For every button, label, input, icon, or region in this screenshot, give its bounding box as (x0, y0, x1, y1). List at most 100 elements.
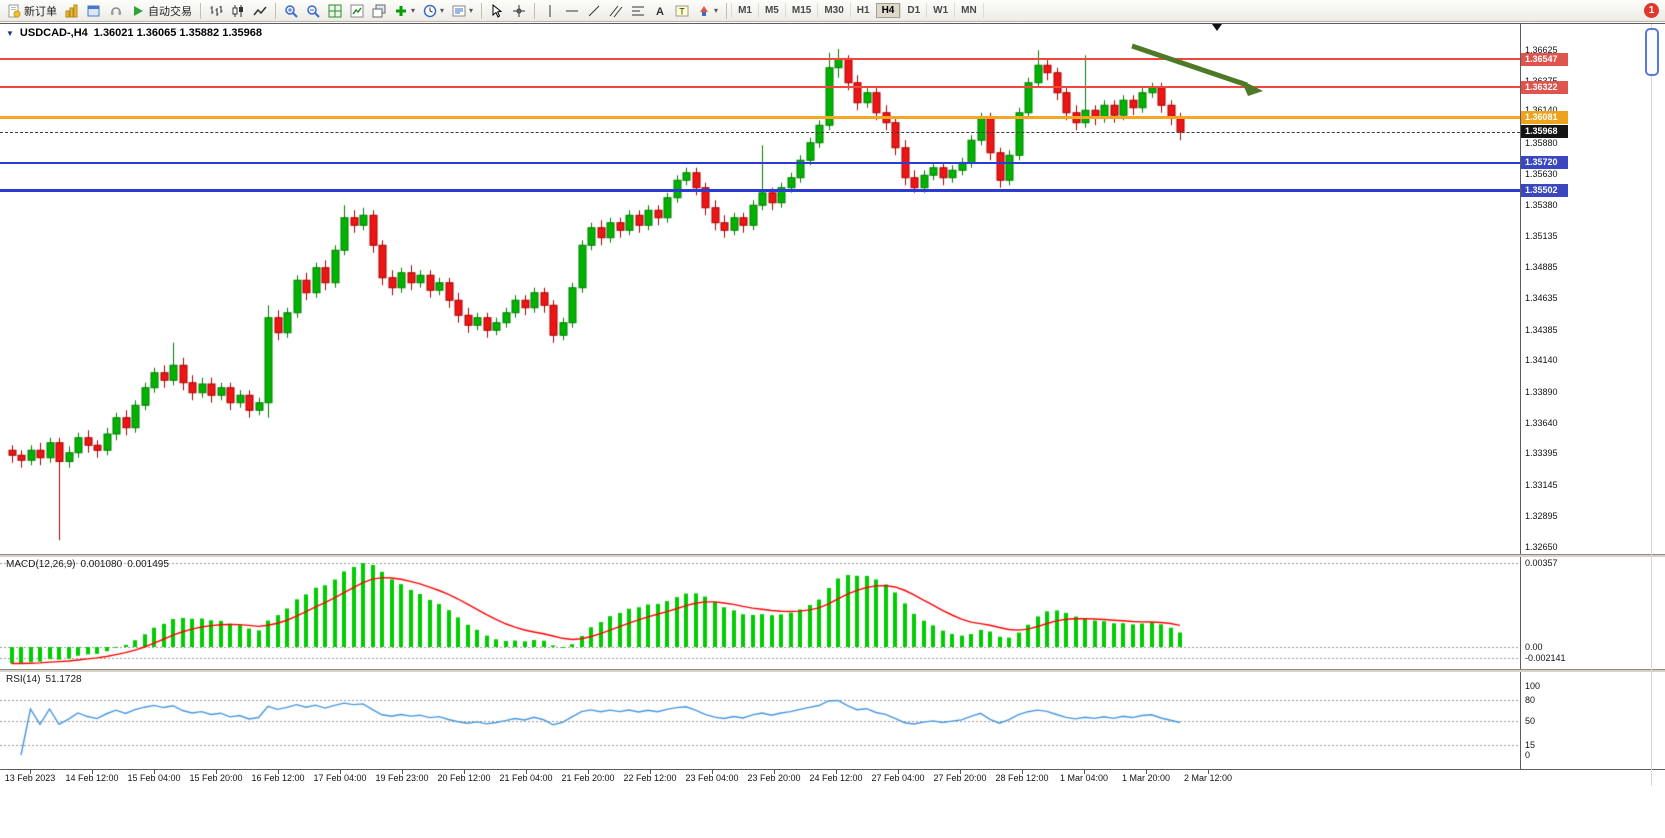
rsi-name: RSI(14) (6, 674, 41, 685)
fibonacci-button[interactable] (627, 0, 649, 21)
timeframe-h1[interactable]: H1 (849, 3, 876, 18)
add-indicator-icon (394, 4, 408, 18)
time-axis-label: 23 Feb 04:00 (685, 773, 739, 783)
macd-axis-label: -0.002141 (1525, 653, 1566, 663)
text-icon: A (653, 4, 667, 18)
macd-axis-label: 0.00357 (1525, 558, 1558, 568)
svg-text:T: T (679, 6, 685, 16)
rsi-axis-label: 80 (1525, 695, 1536, 705)
time-axis-tick (1084, 770, 1085, 774)
timeframe-w1[interactable]: W1 (926, 3, 954, 18)
toolbar-separator (275, 2, 276, 19)
cascade-button[interactable] (368, 0, 390, 21)
price-axis-label: 1.34635 (1525, 293, 1558, 303)
timeframe-mn[interactable]: MN (954, 3, 984, 18)
price-chart-canvas[interactable] (0, 24, 1520, 554)
horizontal-level-line-resistance[interactable] (0, 86, 1520, 88)
toolbar-separator (726, 2, 728, 19)
trendline-icon (587, 4, 601, 18)
time-axis-tick (402, 770, 403, 774)
bar-chart-button[interactable] (205, 0, 227, 21)
time-axis-tick (30, 770, 31, 774)
tile-windows-button[interactable] (324, 0, 346, 21)
time-axis-tick (898, 770, 899, 774)
toolbar-separator (200, 2, 201, 19)
cursor-button[interactable] (486, 0, 508, 21)
add-indicator-button[interactable]: ▾ (390, 0, 419, 21)
time-axis-tick (650, 770, 651, 774)
line-chart-button[interactable] (249, 0, 271, 21)
autotrading-button[interactable]: 自动交易 (127, 0, 196, 21)
new-order-button[interactable]: 新订单 (3, 0, 61, 21)
panel-divider-rsi[interactable] (0, 669, 1665, 672)
vertical-line-icon (543, 4, 557, 18)
time-axis-tick (92, 770, 93, 774)
horizontal-level-line-resistance[interactable] (0, 58, 1520, 60)
charts-button[interactable] (61, 0, 83, 21)
trendline-button[interactable] (583, 0, 605, 21)
chart-shift-marker[interactable] (1212, 24, 1222, 31)
vertical-line-button[interactable] (539, 0, 561, 21)
horizontal-level-line-pivot[interactable] (0, 116, 1520, 119)
vertical-scrollbar-thumb[interactable] (1645, 28, 1659, 76)
candlestick-button[interactable] (227, 0, 249, 21)
channel-button[interactable] (605, 0, 627, 21)
horizontal-level-line-support[interactable] (0, 189, 1520, 192)
price-axis-label: 1.35380 (1525, 200, 1558, 210)
notifications-badge[interactable]: 1 (1644, 3, 1659, 18)
price-axis-label: 1.36140 (1525, 105, 1558, 115)
timeframe-m15[interactable]: M15 (784, 3, 817, 18)
time-axis-label: 15 Feb 04:00 (127, 773, 181, 783)
zoom-in-button[interactable] (280, 0, 302, 21)
headset-button[interactable] (105, 0, 127, 21)
time-axis-label: 17 Feb 04:00 (313, 773, 367, 783)
macd-label: MACD(12,26,9) 0.001080 0.001495 (6, 559, 169, 570)
shapes-icon (697, 4, 711, 18)
time-axis-tick (464, 770, 465, 774)
template-button[interactable]: ▾ (448, 0, 477, 21)
macd-main-value: 0.001080 (80, 559, 123, 570)
rsi-canvas[interactable] (0, 672, 1520, 769)
time-axis-label: 2 Mar 12:00 (1183, 773, 1233, 783)
vertical-scrollbar-track[interactable] (1651, 24, 1652, 786)
cascade-icon (372, 4, 386, 18)
window-button[interactable] (83, 0, 105, 21)
indicators-button[interactable] (346, 0, 368, 21)
text-button[interactable]: A (649, 0, 671, 21)
autotrading-label: 自动交易 (148, 5, 192, 18)
price-axis-label: 1.32650 (1525, 542, 1558, 552)
shapes-button[interactable]: ▾ (693, 0, 722, 21)
timeframe-m1[interactable]: M1 (731, 3, 758, 18)
rsi-label: RSI(14) 51.1728 (6, 674, 82, 685)
time-axis-tick (960, 770, 961, 774)
price-axis-label: 1.34385 (1525, 325, 1558, 335)
price-axis-label: 1.32895 (1525, 511, 1558, 521)
timeframe-m5[interactable]: M5 (757, 3, 785, 18)
time-axis-label: 15 Feb 20:00 (189, 773, 243, 783)
trend-arrow[interactable] (1095, 36, 1280, 102)
horizontal-line-button[interactable] (561, 0, 583, 21)
timeframe-d1[interactable]: D1 (900, 3, 926, 18)
chart-menu-triangle-icon[interactable]: ▼ (6, 28, 14, 38)
template-icon (452, 4, 466, 18)
price-badge: 1.35968 (1521, 125, 1568, 138)
price-badge: 1.35502 (1521, 184, 1568, 197)
zoom-out-button[interactable] (302, 0, 324, 21)
period-button[interactable]: ▾ (419, 0, 448, 21)
horizontal-level-line-support[interactable] (0, 162, 1520, 164)
price-axis-label: 1.34140 (1525, 355, 1558, 365)
chevron-down-icon: ▾ (714, 5, 719, 15)
text-label-button[interactable]: T (671, 0, 693, 21)
timeframe-h4[interactable]: H4 (875, 3, 901, 18)
time-axis-tick (588, 770, 589, 774)
timeframe-m30[interactable]: M30 (817, 3, 849, 18)
panel-divider-macd[interactable] (0, 554, 1665, 557)
price-badge: 1.36322 (1521, 81, 1568, 94)
crosshair-button[interactable] (508, 0, 530, 21)
macd-axis-label: 0.00 (1525, 642, 1543, 652)
price-axis-label: 1.35630 (1525, 169, 1558, 179)
charts-icon (65, 4, 79, 18)
macd-canvas[interactable] (0, 557, 1520, 669)
time-axis-label: 19 Feb 23:00 (375, 773, 429, 783)
